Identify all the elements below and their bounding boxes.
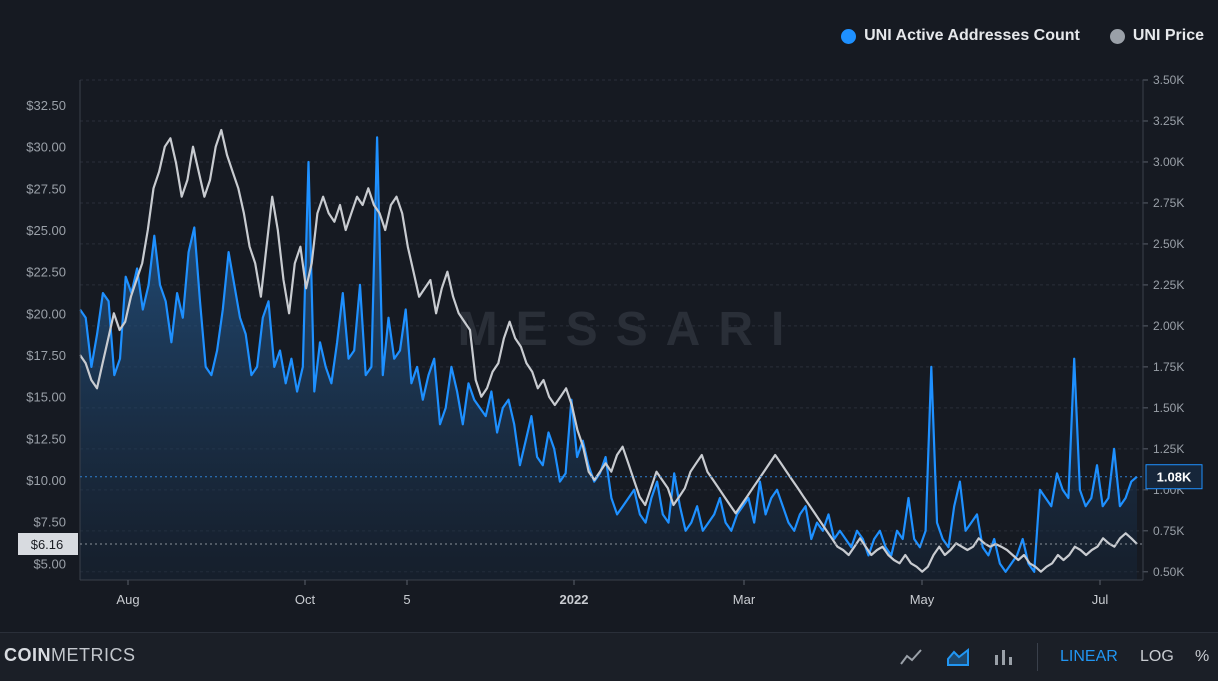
area-chart-icon[interactable] [946,647,970,667]
percent-scale-button[interactable]: % [1195,648,1210,665]
current-price-badge [18,533,78,555]
y-left-tick-label: $32.50 [26,98,66,113]
y-left-tick-label: $5.00 [33,556,66,571]
legend-item-addresses[interactable]: UNI Active Addresses Count [841,27,1080,45]
linear-scale-button[interactable]: LINEAR [1060,648,1118,665]
y-right-tick-label: 2.75K [1153,196,1184,210]
y-left-tick-label: $25.00 [26,223,66,238]
y-left-tick-label: $12.50 [26,431,66,446]
legend-dot-price [1109,28,1125,44]
y-right-tick-label: 1.50K [1153,401,1184,415]
y-left-tick-label: $20.00 [26,306,66,321]
price-line [79,128,1138,573]
addresses-line [79,136,1138,573]
legend-label-price: UNI Price [1132,27,1204,44]
legend: UNI Active Addresses Count UNI Price [841,27,1218,45]
x-tick-label: May [910,592,935,607]
y-left-tick-label: $17.50 [26,348,66,363]
y-left-tick-label: $10.00 [26,473,66,488]
y-left-tick-label: $15.00 [26,390,66,405]
chart-area: MESSARI 0.50K 0.75K 1.00K 1.25K 1.50K 1.75K 2.… [18,27,1218,607]
markers: $6.16 1.08K [18,464,1203,555]
x-tick-label: Mar [733,592,756,607]
bar-chart-icon[interactable] [992,647,1016,667]
brand-light: METRICS [51,645,136,665]
footer-toolbar: COINMETRICS LINEAR LOG % [0,632,1218,681]
y-right-tick-label: 2.25K [1153,278,1184,292]
y-right-tick-label: 3.00K [1153,155,1184,169]
chart-svg: MESSARI 0.50K0.75K1.00K1.25K1.50K1.75K2.… [18,73,1203,607]
brand-bold: COIN [4,645,51,665]
watermark: MESSARI [458,303,803,356]
legend-dot-addresses [841,28,857,44]
y-left-tick-label: $30.00 [26,140,66,155]
current-address-label: 1.08K [1157,470,1192,485]
y-right-tick-label: 2.00K [1153,319,1184,333]
y-right-tick-label: 1.25K [1153,442,1184,456]
series-area [79,128,1138,580]
y-right-tick-label: 2.50K [1153,237,1184,251]
axes: 0.50K0.75K1.00K1.25K1.50K1.75K2.00K2.25K… [26,73,1184,607]
y-right-tick-label: 1.75K [1153,360,1184,374]
y-left-tick-label: $27.50 [26,181,66,196]
x-tick-label: Aug [116,592,139,607]
y-left-tick-label: $22.50 [26,265,66,280]
legend-label-addresses: UNI Active Addresses Count [864,27,1080,44]
log-scale-button[interactable]: LOG [1140,648,1174,665]
addresses-area-fill [80,137,1137,580]
legend-item-price[interactable]: UNI Price [1109,27,1204,45]
x-tick-label: Oct [295,592,316,607]
x-tick-label: Jul [1092,592,1109,607]
y-right-tick-label: 3.50K [1153,73,1184,87]
coinmetrics-logo: COINMETRICS [4,645,136,666]
y-right-tick-label: 0.75K [1153,524,1184,538]
current-price-label: $6.16 [31,537,64,552]
x-tick-label: 2022 [560,592,589,607]
x-tick-label: 5 [403,592,410,607]
toolbar-divider [1037,643,1038,671]
current-address-badge [1145,464,1203,490]
y-right-tick-label: 0.50K [1153,565,1184,579]
line-chart-icon[interactable] [899,647,923,667]
y-left-tick-label: $7.50 [33,515,66,530]
y-right-tick-label: 3.25K [1153,114,1184,128]
